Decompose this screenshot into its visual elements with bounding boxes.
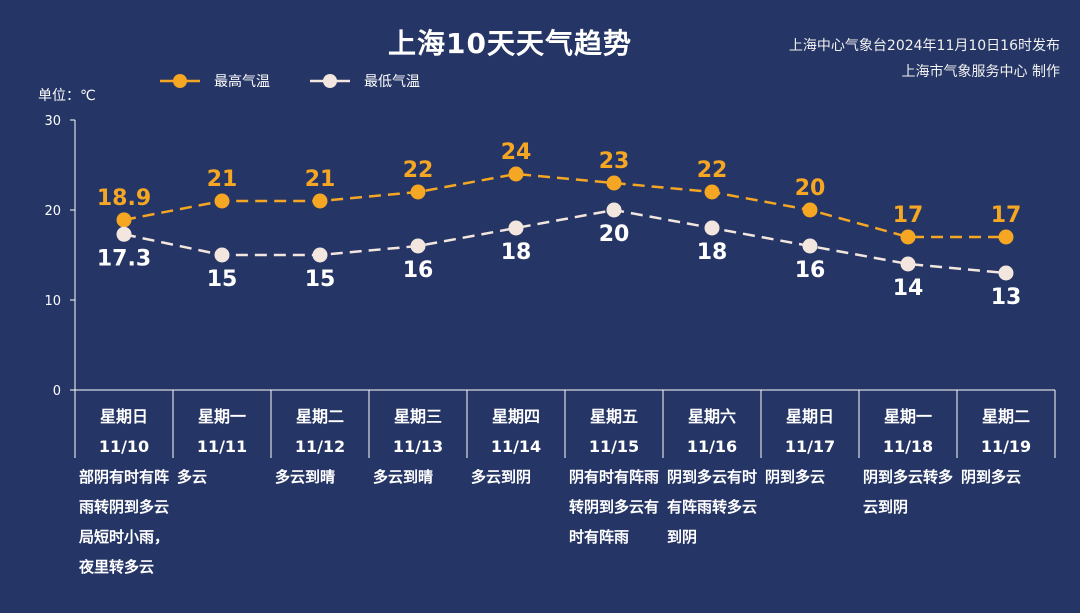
weather-description: 阴到多云有时有阵雨转多云到阴 — [667, 468, 758, 546]
data-label-high: 18.9 — [97, 186, 151, 211]
data-label-high: 21 — [207, 167, 238, 192]
data-label-low: 18 — [697, 240, 728, 265]
y-tick-label: 0 — [53, 384, 61, 399]
data-point-low — [410, 238, 426, 254]
x-tick-label-day: 星期二 — [982, 407, 1030, 426]
data-point-low — [214, 247, 230, 263]
chart-title: 上海10天天气趋势 — [388, 27, 632, 60]
data-label-low: 15 — [207, 267, 238, 292]
data-point-high — [704, 184, 720, 200]
weather-description: 多云 — [177, 468, 208, 486]
data-point-low — [802, 238, 818, 254]
data-label-low: 16 — [795, 258, 826, 283]
data-point-high — [508, 166, 524, 182]
data-label-high: 20 — [795, 176, 826, 201]
x-tick-label-date: 11/19 — [981, 437, 1031, 456]
x-tick-label-day: 星期四 — [492, 407, 540, 426]
data-label-low: 20 — [599, 222, 630, 247]
data-point-high — [312, 193, 328, 209]
weather-description: 部阴有时有阵雨转阴到多云局短时小雨，夜里转多云 — [79, 468, 170, 576]
x-tick-label-date: 11/15 — [589, 437, 639, 456]
x-tick-label-date: 11/18 — [883, 437, 933, 456]
weather-description: 多云到晴 — [275, 468, 336, 486]
legend-high-label: 最高气温 — [214, 73, 270, 90]
data-point-low — [508, 220, 524, 236]
publisher-line-2: 上海市气象服务中心 制作 — [901, 64, 1060, 80]
data-label-high: 24 — [501, 140, 532, 165]
x-tick-label-date: 11/17 — [785, 437, 835, 456]
legend-high-marker — [173, 74, 187, 88]
data-label-high: 17 — [893, 203, 924, 228]
data-label-low: 15 — [305, 267, 336, 292]
x-tick-label-day: 星期一 — [884, 407, 932, 426]
data-label-high: 22 — [697, 158, 728, 183]
data-point-low — [606, 202, 622, 218]
x-tick-label-day: 星期五 — [590, 407, 638, 426]
data-point-high — [116, 212, 132, 228]
series-line-high — [123, 172, 1006, 239]
data-point-low — [900, 256, 916, 272]
weather-description: 阴到多云 — [765, 468, 826, 486]
data-point-high — [802, 202, 818, 218]
x-tick-label-day: 星期一 — [198, 407, 246, 426]
x-tick-label-date: 11/11 — [197, 437, 247, 456]
weather-description: 阴到多云转多云到阴 — [863, 468, 954, 516]
legend-low-label: 最低气温 — [364, 74, 420, 90]
data-point-high — [998, 229, 1014, 245]
x-tick-label-day: 星期日 — [786, 407, 834, 426]
publisher-line-1: 上海中心气象台2024年11月10日16时发布 — [788, 38, 1060, 54]
x-tick-label-day: 星期三 — [394, 407, 442, 426]
data-label-low: 16 — [403, 258, 434, 283]
x-tick-label-date: 11/12 — [295, 437, 345, 456]
x-tick-label-date: 11/16 — [687, 437, 737, 456]
data-point-low — [116, 226, 132, 242]
data-label-low: 18 — [501, 240, 532, 265]
legend-low-marker — [323, 74, 337, 88]
data-label-high: 22 — [403, 158, 434, 183]
x-tick-label-date: 11/10 — [99, 437, 149, 456]
data-label-high: 21 — [305, 167, 336, 192]
unit-label: 单位：℃ — [38, 88, 96, 104]
y-tick-label: 20 — [44, 204, 61, 219]
weather-description: 多云到晴 — [373, 468, 434, 486]
data-point-high — [606, 175, 622, 191]
data-point-high — [900, 229, 916, 245]
weather-description: 多云到阴 — [471, 468, 532, 486]
series-line-low — [123, 208, 1007, 275]
x-tick-label-date: 11/13 — [393, 437, 443, 456]
weather-description: 阴到多云 — [961, 468, 1022, 486]
data-point-low — [704, 220, 720, 236]
x-tick-label-day: 星期日 — [100, 407, 148, 426]
data-label-high: 23 — [599, 149, 630, 174]
data-point-low — [312, 247, 328, 263]
data-label-high: 17 — [991, 203, 1022, 228]
x-tick-label-day: 星期六 — [688, 407, 736, 426]
weather-description: 阴有时有阵雨转阴到多云有时有阵雨 — [569, 468, 660, 546]
data-point-high — [410, 184, 426, 200]
x-tick-label-date: 11/14 — [491, 437, 541, 456]
y-tick-label: 30 — [44, 114, 61, 129]
y-tick-label: 10 — [44, 294, 61, 309]
data-point-low — [998, 265, 1014, 281]
data-label-low: 17.3 — [97, 246, 151, 271]
data-label-low: 14 — [893, 276, 924, 301]
data-label-low: 13 — [991, 285, 1022, 310]
data-point-high — [214, 193, 230, 209]
x-tick-label-day: 星期二 — [296, 407, 344, 426]
